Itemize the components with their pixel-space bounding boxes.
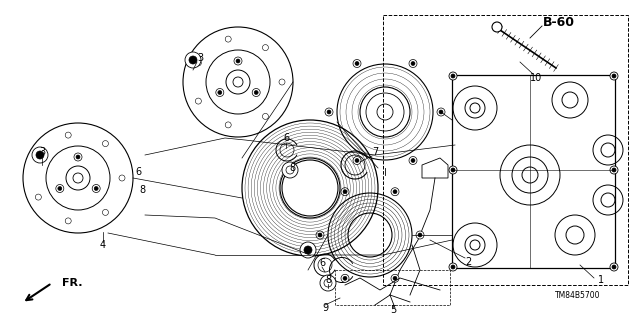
Circle shape [74, 153, 82, 161]
Circle shape [418, 233, 422, 237]
Circle shape [76, 155, 80, 159]
Circle shape [233, 77, 243, 87]
Circle shape [94, 187, 98, 190]
Circle shape [610, 166, 618, 174]
Circle shape [282, 162, 298, 178]
Circle shape [195, 98, 202, 104]
Circle shape [119, 175, 125, 181]
Circle shape [612, 265, 616, 269]
Circle shape [195, 60, 202, 66]
Circle shape [451, 74, 455, 78]
Circle shape [449, 166, 457, 174]
Circle shape [35, 194, 42, 200]
Circle shape [409, 60, 417, 68]
Circle shape [218, 91, 222, 94]
Circle shape [437, 108, 445, 116]
Circle shape [300, 242, 316, 258]
Circle shape [343, 276, 347, 280]
Circle shape [492, 22, 502, 32]
Circle shape [411, 62, 415, 65]
Text: 6: 6 [319, 258, 325, 268]
Circle shape [102, 209, 108, 215]
Circle shape [610, 72, 618, 80]
Circle shape [327, 110, 331, 114]
Bar [383, 15, 628, 285]
Circle shape [252, 88, 260, 97]
Text: 3: 3 [39, 147, 45, 157]
Text: TM84B5700: TM84B5700 [556, 292, 601, 300]
Text: 6: 6 [283, 133, 289, 143]
Circle shape [36, 151, 44, 159]
Circle shape [225, 36, 231, 42]
Circle shape [353, 60, 361, 68]
Circle shape [254, 91, 258, 94]
Text: 8: 8 [139, 185, 145, 195]
Circle shape [189, 56, 197, 64]
Text: FR.: FR. [62, 278, 83, 288]
Circle shape [391, 188, 399, 196]
Circle shape [353, 157, 361, 165]
Circle shape [610, 263, 618, 271]
Circle shape [393, 190, 397, 194]
Circle shape [391, 274, 399, 282]
Circle shape [439, 110, 443, 114]
Circle shape [612, 168, 616, 172]
Bar [335, 270, 450, 305]
Circle shape [320, 275, 336, 291]
Circle shape [58, 187, 62, 190]
Circle shape [234, 57, 242, 65]
Circle shape [409, 157, 417, 165]
Text: 9: 9 [322, 303, 328, 313]
Circle shape [216, 88, 224, 97]
Circle shape [185, 52, 201, 68]
Circle shape [304, 246, 312, 254]
Circle shape [355, 159, 359, 162]
Circle shape [393, 276, 397, 280]
Circle shape [612, 74, 616, 78]
Circle shape [355, 62, 359, 65]
Circle shape [318, 233, 322, 237]
Circle shape [262, 113, 268, 119]
Circle shape [343, 190, 347, 194]
Circle shape [316, 231, 324, 239]
Text: 7: 7 [372, 147, 378, 157]
Text: 6: 6 [135, 167, 141, 177]
Text: 4: 4 [100, 240, 106, 250]
Text: 3: 3 [197, 53, 203, 63]
Text: 8: 8 [325, 275, 331, 285]
Circle shape [451, 265, 455, 269]
Circle shape [341, 188, 349, 196]
Circle shape [32, 147, 48, 163]
Circle shape [325, 108, 333, 116]
Circle shape [280, 158, 340, 218]
Circle shape [92, 184, 100, 192]
Polygon shape [422, 158, 448, 178]
Text: 2: 2 [465, 257, 471, 267]
Circle shape [35, 156, 42, 162]
Circle shape [449, 263, 457, 271]
Circle shape [279, 79, 285, 85]
Circle shape [73, 173, 83, 183]
Text: B-60: B-60 [543, 16, 575, 28]
Circle shape [449, 72, 457, 80]
Circle shape [451, 168, 455, 172]
Circle shape [65, 218, 71, 224]
Text: 1: 1 [598, 275, 604, 285]
Text: 5: 5 [390, 305, 396, 315]
Text: 10: 10 [530, 73, 542, 83]
Circle shape [262, 45, 268, 51]
Text: 8: 8 [289, 163, 295, 173]
Circle shape [411, 159, 415, 162]
Circle shape [65, 132, 71, 138]
Circle shape [56, 184, 64, 192]
Circle shape [225, 122, 231, 128]
Circle shape [341, 274, 349, 282]
Circle shape [236, 59, 240, 63]
Circle shape [416, 231, 424, 239]
Circle shape [102, 141, 108, 147]
